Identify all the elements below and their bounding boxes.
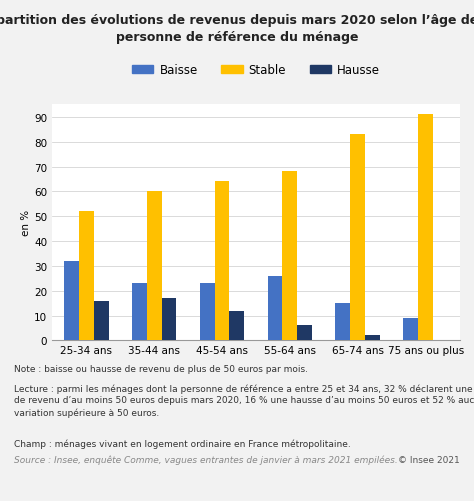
- Bar: [365, 336, 380, 341]
- Bar: [297, 326, 312, 341]
- Bar: [215, 182, 229, 341]
- Bar: [419, 115, 433, 341]
- Legend: Baisse, Stable, Hausse: Baisse, Stable, Hausse: [128, 59, 384, 82]
- Text: © Insee 2021: © Insee 2021: [398, 455, 460, 464]
- Bar: [336, 304, 350, 341]
- Bar: [132, 284, 146, 341]
- Bar: [162, 299, 176, 341]
- Bar: [146, 192, 162, 341]
- Bar: [64, 262, 79, 341]
- Y-axis label: en %: en %: [21, 210, 31, 236]
- Text: Note : baisse ou hausse de revenu de plus de 50 euros par mois.: Note : baisse ou hausse de revenu de plu…: [14, 365, 308, 374]
- Text: Lecture : parmi les ménages dont la personne de référence a entre 25 et 34 ans, : Lecture : parmi les ménages dont la pers…: [14, 383, 474, 417]
- Bar: [267, 276, 283, 341]
- Bar: [200, 284, 215, 341]
- Bar: [350, 135, 365, 341]
- Text: Source : Insee, enquête Comme, vagues entrantes de janvier à mars 2021 empilées.: Source : Insee, enquête Comme, vagues en…: [14, 455, 398, 464]
- Bar: [283, 172, 297, 341]
- Text: Champ : ménages vivant en logement ordinaire en France métropolitaine.: Champ : ménages vivant en logement ordin…: [14, 438, 351, 448]
- Text: Répartition des évolutions de revenus depuis mars 2020 selon l’âge de la
personn: Répartition des évolutions de revenus de…: [0, 14, 474, 44]
- Bar: [79, 212, 93, 341]
- Bar: [93, 301, 109, 341]
- Bar: [229, 311, 245, 341]
- Bar: [403, 318, 419, 341]
